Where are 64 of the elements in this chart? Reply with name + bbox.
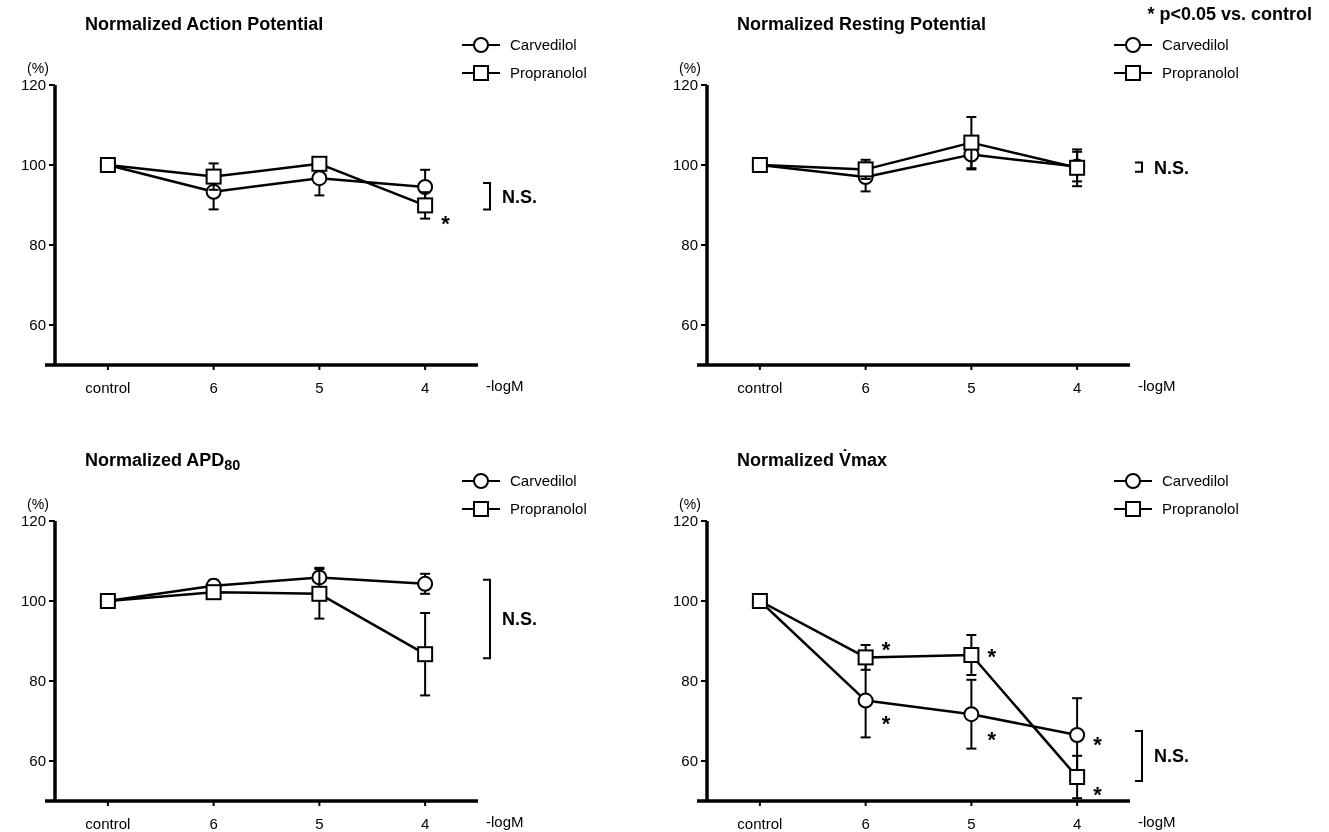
y-tick-label: 100	[672, 156, 698, 174]
annotation: *	[1093, 731, 1103, 757]
y-tick-label: 80	[29, 236, 46, 254]
y-axis-title: (%)	[27, 60, 49, 76]
legend-label: Propranolol	[1162, 500, 1239, 518]
text: N.S.	[502, 609, 538, 630]
x-tick-label: 5	[967, 815, 976, 832]
x-tick-label: 6	[209, 379, 218, 396]
annotation: *	[441, 210, 451, 236]
x-tick-label: control	[85, 815, 131, 832]
y-tick-label: 60	[29, 752, 46, 770]
chart-title: Normalized APD$_{80}$	[85, 450, 241, 474]
y-tick-label: 80	[681, 672, 698, 690]
text: N.S.	[1154, 157, 1190, 178]
y-tick-label: 60	[681, 752, 698, 770]
y-tick-label: 80	[681, 236, 698, 254]
y-tick-label: 120	[20, 512, 46, 530]
y-tick-label: 80	[29, 672, 46, 690]
x-axis-title: -logM	[486, 813, 524, 830]
y-tick-label: 100	[672, 592, 698, 610]
x-tick-label: control	[737, 379, 783, 396]
text: * p<0.05 vs. control	[1147, 4, 1312, 24]
legend-label: Propranolol	[510, 500, 587, 518]
annotation: *	[881, 711, 891, 737]
x-tick-label: 4	[1072, 815, 1082, 832]
annotation: *	[881, 636, 891, 662]
chart-title: Normalized V̇max	[737, 449, 888, 470]
annotation: *	[987, 643, 997, 669]
x-tick-label: 6	[209, 815, 218, 832]
legend-label: Carvedilol	[510, 36, 577, 54]
y-axis-title: (%)	[679, 60, 701, 76]
x-axis-title: -logM	[486, 377, 524, 394]
x-tick-label: 4	[420, 815, 430, 832]
x-tick-label: 5	[315, 815, 324, 832]
y-axis-title: (%)	[27, 496, 49, 512]
x-tick-label: 5	[315, 379, 324, 396]
legend-label: Carvedilol	[1162, 36, 1229, 54]
x-tick-label: 4	[420, 379, 430, 396]
y-tick-label: 120	[672, 76, 698, 94]
text: N.S.	[1154, 746, 1190, 767]
x-tick-label: 4	[1072, 379, 1082, 396]
text: N.S.	[502, 186, 538, 207]
x-tick-label: 5	[967, 379, 976, 396]
annotation: *	[1093, 781, 1103, 807]
annotation: *	[987, 726, 997, 752]
legend-label: Carvedilol	[510, 472, 577, 490]
x-axis-title: -logM	[1138, 813, 1176, 830]
y-tick-label: 120	[20, 76, 46, 94]
y-axis-title: (%)	[679, 496, 701, 512]
x-tick-label: 6	[861, 815, 870, 832]
chart-title: Normalized Resting Potential	[737, 14, 987, 34]
legend-label: Propranolol	[1162, 64, 1239, 82]
x-tick-label: 6	[861, 379, 870, 396]
y-tick-label: 120	[672, 512, 698, 530]
legend-label: Propranolol	[510, 64, 587, 82]
y-tick-label: 60	[29, 316, 46, 334]
chart-title: Normalized Action Potential	[85, 14, 324, 34]
x-tick-label: control	[85, 379, 131, 396]
x-axis-title: -logM	[1138, 377, 1176, 394]
y-tick-label: 100	[20, 592, 46, 610]
y-tick-label: 100	[20, 156, 46, 174]
x-tick-label: control	[737, 815, 783, 832]
y-tick-label: 60	[681, 316, 698, 334]
legend-label: Carvedilol	[1162, 472, 1229, 490]
